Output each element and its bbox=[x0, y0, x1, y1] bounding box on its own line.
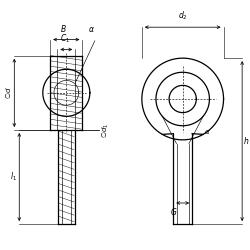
Text: $\alpha$: $\alpha$ bbox=[204, 128, 211, 136]
Text: B: B bbox=[61, 25, 66, 34]
Text: $l_1$: $l_1$ bbox=[10, 171, 17, 183]
Text: $\varnothing d_1$: $\varnothing d_1$ bbox=[100, 122, 112, 138]
Text: h: h bbox=[244, 136, 249, 145]
Text: $C_1$: $C_1$ bbox=[60, 32, 70, 45]
Text: $\alpha$: $\alpha$ bbox=[88, 25, 94, 34]
Text: $d_2$: $d_2$ bbox=[178, 10, 188, 22]
Text: $\varnothing d$: $\varnothing d$ bbox=[3, 86, 13, 99]
Text: G: G bbox=[171, 208, 177, 217]
